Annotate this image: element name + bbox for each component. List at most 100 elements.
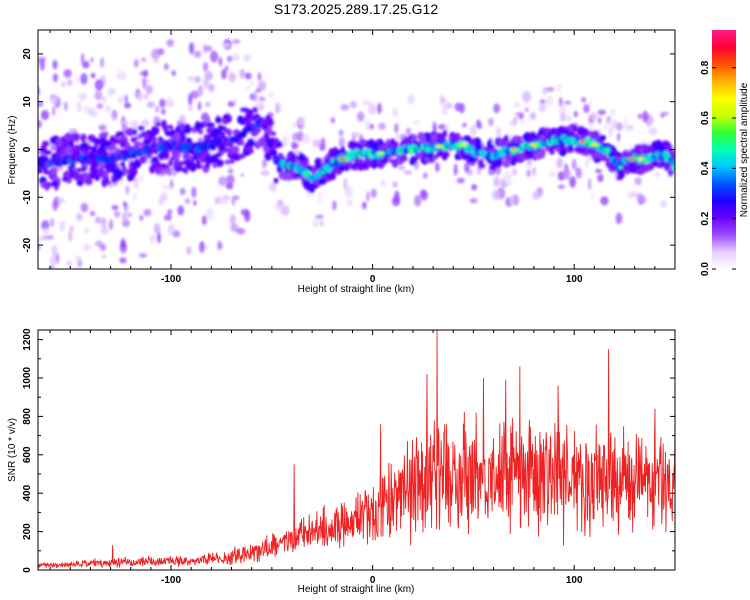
heat-cell [275,141,283,148]
heat-cell [111,204,119,211]
heat-cell [121,120,130,125]
heat-cell [370,188,377,198]
heat-cell [532,191,541,200]
heat-cell [228,72,237,83]
heat-cell [123,102,132,109]
heat-cell [269,182,277,193]
heat-cell [221,69,227,80]
heat-cell [588,115,592,124]
heat-cell [141,119,150,127]
heat-cell [79,173,84,182]
heat-cell [398,165,406,170]
heat-cell [424,156,430,162]
heat-cell [292,123,297,128]
heat-cell [587,178,592,191]
heat-cell [642,110,649,123]
heat-cell [153,58,160,64]
heat-cell [172,155,179,162]
heat-cell [130,120,139,130]
heat-cell [89,210,96,217]
heat-cell [257,72,262,82]
heat-hotspot [627,157,635,161]
heat-cell [110,162,116,173]
heat-cell [210,50,219,63]
heat-cell [464,162,470,174]
heat-cell [62,177,68,182]
heat-cell [557,171,566,181]
heat-cell [219,242,223,249]
heat-cell [52,59,58,70]
heat-cell [162,191,168,201]
heat-cell [139,215,144,221]
heat-cell [124,94,128,104]
colorbar-label: Normalized spectral amplitude [739,82,750,217]
heat-cell [477,159,484,167]
heat-cell [233,97,237,105]
heat-hotspot [510,148,518,151]
x-tick-label: -100 [161,575,181,586]
heat-cell [69,225,74,232]
heat-cell [233,195,240,201]
heat-cell [347,140,357,150]
heat-cell [394,123,399,134]
heat-cell [253,113,260,119]
heat-cell [179,124,185,132]
heat-cell [618,165,623,170]
heat-cell [470,124,477,137]
heat-cell [225,182,234,190]
heat-cell [167,124,174,130]
heat-cell [190,90,199,99]
heat-cell [194,122,203,130]
heat-hotspot [435,145,443,148]
heat-cell [377,102,382,115]
heat-cell [203,245,210,250]
y-tick-label: 0 [22,146,33,152]
heat-cell [545,95,554,107]
heat-cell [442,129,448,138]
heat-cell [115,74,124,80]
heat-cell [51,181,58,186]
colorbar-tick-label: 0.8 [700,60,711,74]
heat-cell [174,132,181,142]
heat-cell [202,121,208,127]
heat-cell [254,140,261,150]
heat-cell [493,103,501,114]
heat-cell [101,178,108,188]
heat-cell [280,205,290,216]
snr-series-line [38,330,675,569]
heat-cell [597,174,604,182]
heat-cell [274,202,282,212]
heat-cell [403,170,412,175]
heat-cell [559,96,563,108]
heat-cell [511,155,517,162]
heat-cell [125,128,134,136]
heat-cell [412,120,420,125]
heat-cell [571,159,577,170]
heat-cell [155,105,160,113]
heat-cell [302,133,311,144]
heat-cell [218,176,227,187]
heat-cell [503,181,509,188]
heat-cell [558,184,565,189]
heat-cell [91,147,97,155]
heat-cell [366,191,370,202]
y-tick-label: -10 [22,190,33,205]
heat-cell [68,128,78,134]
heat-cell [496,126,502,138]
heat-cell [125,185,130,195]
heat-cell [161,108,166,115]
heat-cell [143,208,152,217]
heat-cell [538,103,546,113]
heat-cell [187,76,195,81]
heat-cell [96,103,104,109]
heat-cell [90,57,94,63]
heat-cell [559,105,567,116]
heat-cell [422,172,428,179]
heat-cell [115,68,122,74]
heat-hotspot [338,157,346,161]
heat-cell [111,177,118,184]
heat-cell [338,129,344,137]
heat-cell [625,124,635,131]
heat-cell [356,111,365,122]
